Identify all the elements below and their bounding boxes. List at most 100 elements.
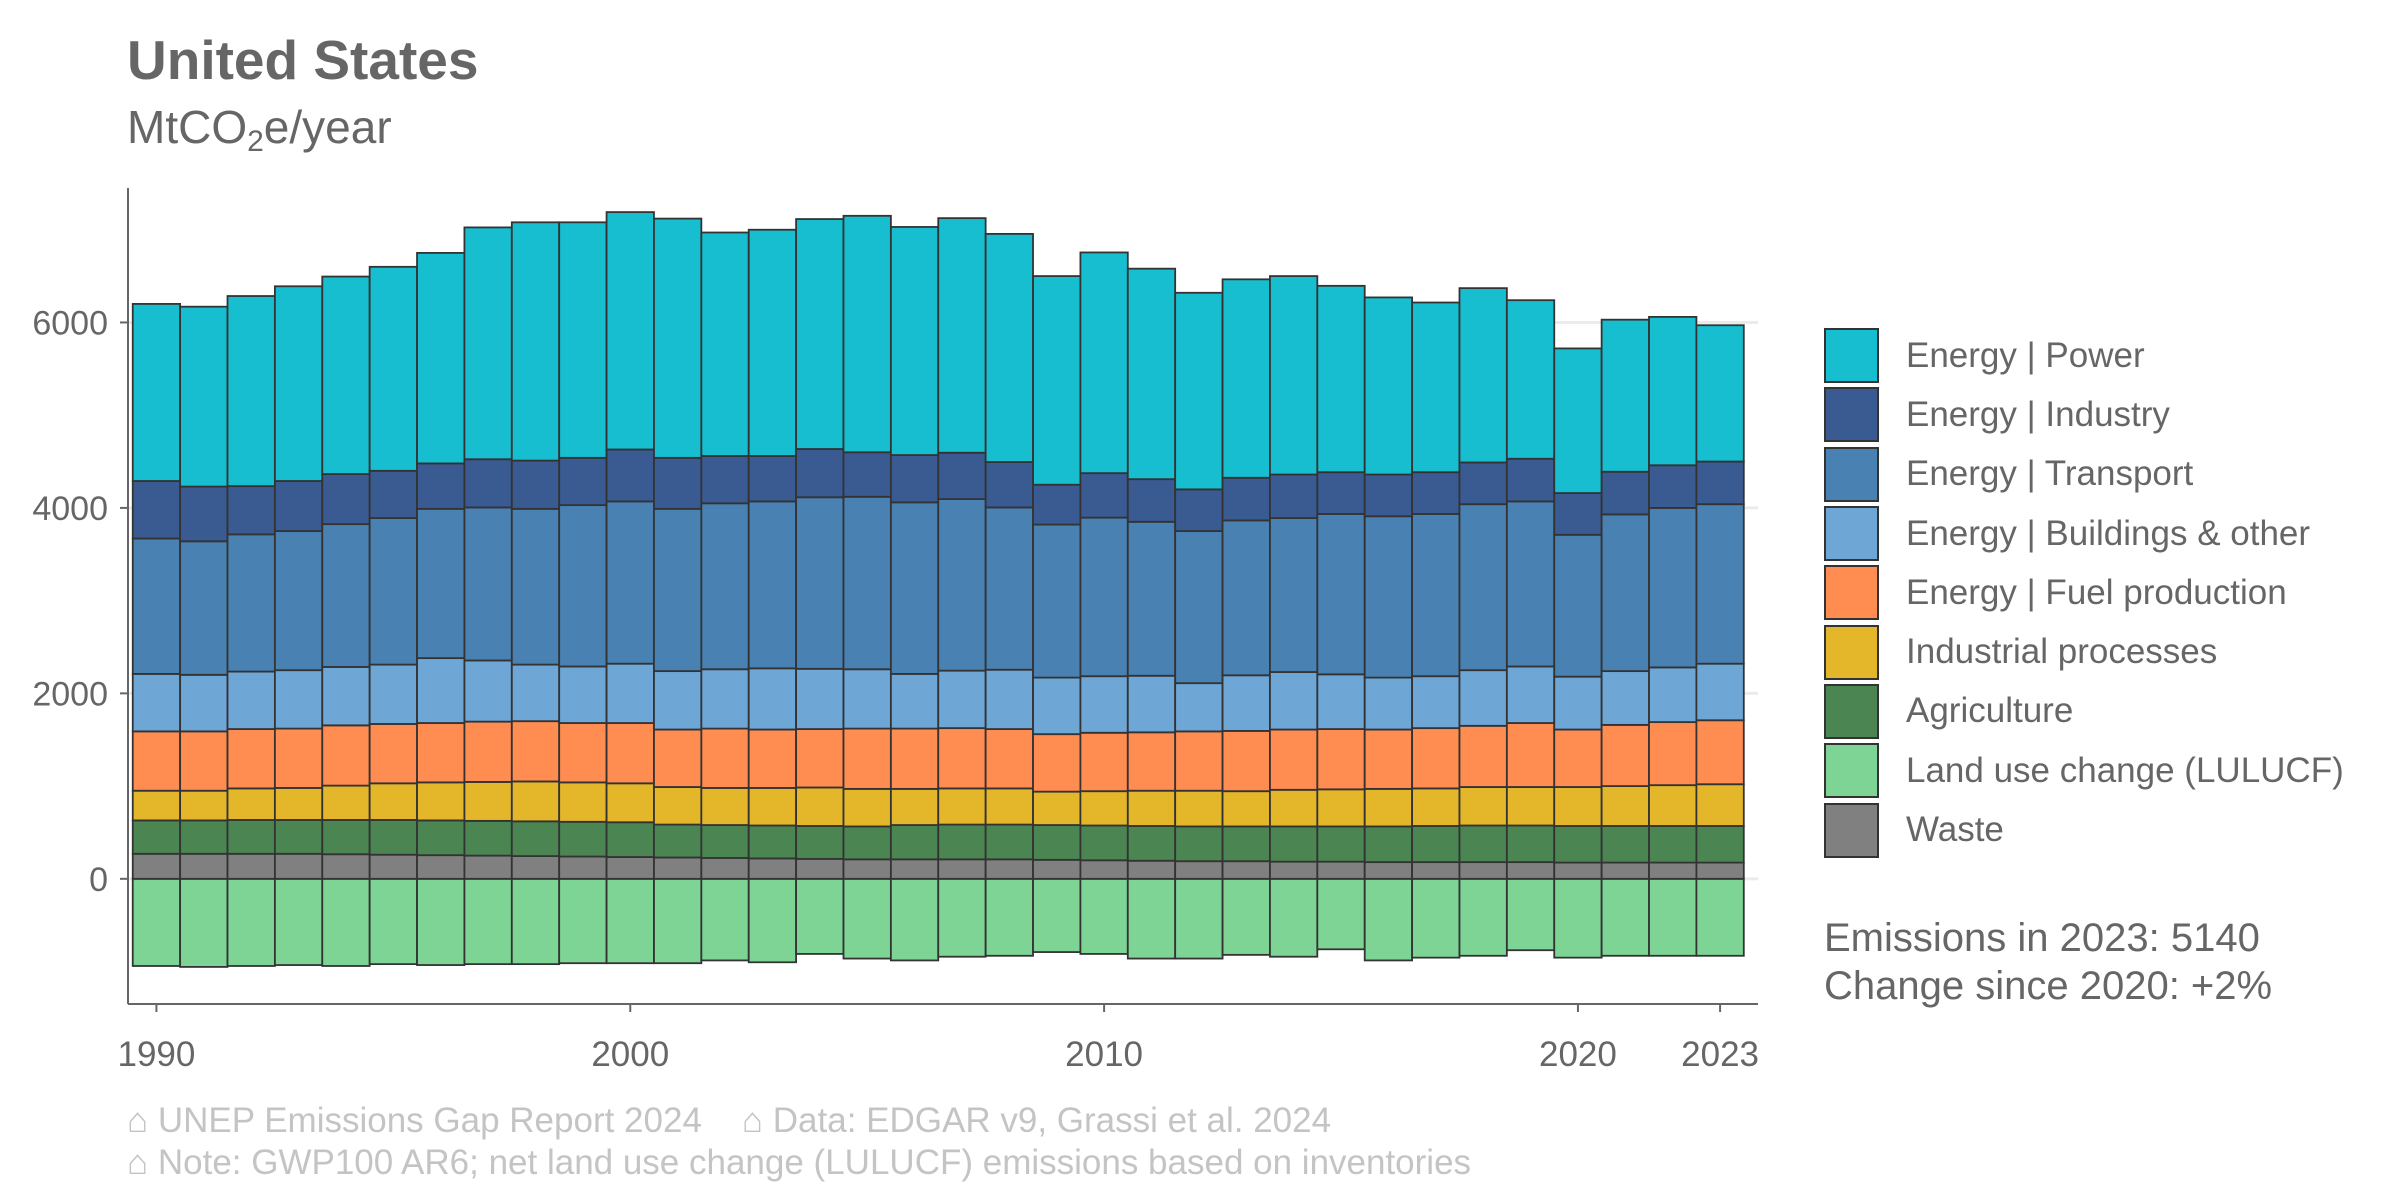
bar-fuel-1994 [321,724,371,787]
bar-lulucf-2000 [605,877,655,965]
legend-swatch-agriculture [1824,683,1879,739]
bar-industry-2009 [1032,483,1082,526]
bar-transport-2009 [1032,523,1082,679]
legend-label-agriculture: Agriculture [1906,691,2074,731]
bar-lulucf-2003 [747,877,798,964]
bar-agriculture-2021 [1600,825,1650,864]
legend-label-waste: Waste [1906,810,2004,850]
bar-transport-2017 [1411,513,1461,678]
bar-power-2004 [795,218,845,450]
legend-item-industrial: Industrial processes [1824,622,2344,681]
legend-item-lulucf: Land use change (LULUCF) [1824,741,2344,800]
bar-industrial-1996 [416,781,466,822]
legend-label-industrial: Industrial processes [1906,632,2218,672]
bar-industry-2023 [1695,460,1745,506]
bar-agriculture-1994 [321,819,371,856]
bar-buildings-2005 [842,668,892,730]
legend-swatch-industry [1824,387,1879,443]
bar-industrial-1992 [226,787,276,821]
bar-transport-1991 [179,540,229,676]
bar-agriculture-1999 [558,820,608,858]
bar-industry-2006 [889,454,940,504]
bar-industrial-2008 [984,787,1034,826]
bar-industry-2020 [1553,492,1603,536]
bar-agriculture-2008 [984,823,1034,861]
bar-waste-2003 [747,857,798,880]
change-since-2020-text: Change since 2020: +2% [1824,964,2273,1008]
bar-buildings-1995 [368,663,418,725]
bars [131,211,1745,968]
bar-waste-1992 [226,852,276,880]
bar-lulucf-1998 [510,877,561,966]
bar-waste-2020 [1553,861,1603,880]
bar-industrial-2000 [605,782,655,824]
legend-swatch-buildings [1824,506,1879,562]
x-tick-label-2020: 2020 [1539,1035,1617,1074]
bar-agriculture-2011 [1126,825,1177,862]
bar-lulucf-2009 [1032,877,1082,953]
bar-fuel-2004 [795,728,845,789]
bar-industrial-2017 [1411,787,1461,827]
bar-power-2012 [1174,291,1224,491]
bar-agriculture-2023 [1695,825,1745,864]
bar-power-2006 [889,226,940,456]
bar-transport-2023 [1695,503,1745,665]
bar-power-2011 [1126,267,1177,481]
bar-agriculture-2019 [1505,824,1556,864]
bar-industrial-2022 [1648,784,1698,827]
bar-waste-1995 [368,853,418,880]
bar-power-2007 [937,217,987,454]
bar-power-2001 [653,217,703,459]
bar-fuel-2009 [1032,733,1082,793]
bar-industry-2002 [700,455,750,505]
bar-fuel-2023 [1695,719,1745,786]
bar-agriculture-2017 [1411,825,1461,864]
bar-industry-2016 [1363,473,1413,518]
bar-industry-2022 [1648,464,1698,509]
bar-power-1995 [368,265,418,472]
x-tick-label-1990: 1990 [117,1035,195,1074]
bar-industrial-1991 [179,789,229,822]
chart-subtitle: MtCO2e/year [127,100,392,159]
bar-power-2015 [1316,284,1366,474]
bar-industry-2018 [1458,461,1508,506]
bar-power-2017 [1411,301,1461,474]
bar-industrial-2011 [1126,789,1177,827]
bar-agriculture-2012 [1174,825,1224,863]
bar-lulucf-2005 [842,877,892,960]
bar-buildings-2000 [605,662,655,724]
footer-source: ⌂ UNEP Emissions Gap Report 2024 [127,1101,702,1140]
bar-lulucf-2012 [1174,877,1224,960]
bar-lulucf-2021 [1600,877,1650,957]
bar-agriculture-2006 [889,824,940,861]
bar-industrial-2019 [1505,786,1556,827]
bar-fuel-2003 [747,728,798,789]
subtitle-unit-suffix: e/year [263,101,392,153]
bar-industrial-2015 [1316,788,1366,828]
bar-buildings-1999 [558,665,608,724]
bar-transport-2008 [984,506,1034,671]
bar-lulucf-1997 [463,877,513,966]
bar-buildings-2007 [937,669,987,730]
emissions-2023-text: Emissions in 2023: 5140 [1824,916,2260,960]
bar-lulucf-2023 [1695,877,1745,957]
bar-buildings-2002 [700,668,750,730]
bar-power-1998 [510,221,561,462]
bar-buildings-2022 [1648,666,1698,724]
bar-waste-2017 [1411,861,1461,880]
bar-industry-1998 [510,459,561,510]
bar-industrial-1995 [368,782,418,821]
bar-fuel-1995 [368,723,418,785]
bar-fuel-1990 [131,730,182,792]
bar-buildings-1994 [321,666,371,727]
bar-fuel-2011 [1126,731,1177,792]
bar-waste-2018 [1458,861,1508,880]
legend-swatch-transport [1824,446,1879,502]
bar-agriculture-2016 [1363,825,1413,864]
bar-buildings-2020 [1553,675,1603,731]
bar-fuel-1991 [179,730,229,792]
bar-transport-1998 [510,507,561,666]
bar-lulucf-2019 [1505,877,1556,952]
bar-agriculture-2005 [842,825,892,861]
bar-industry-1990 [131,480,182,540]
